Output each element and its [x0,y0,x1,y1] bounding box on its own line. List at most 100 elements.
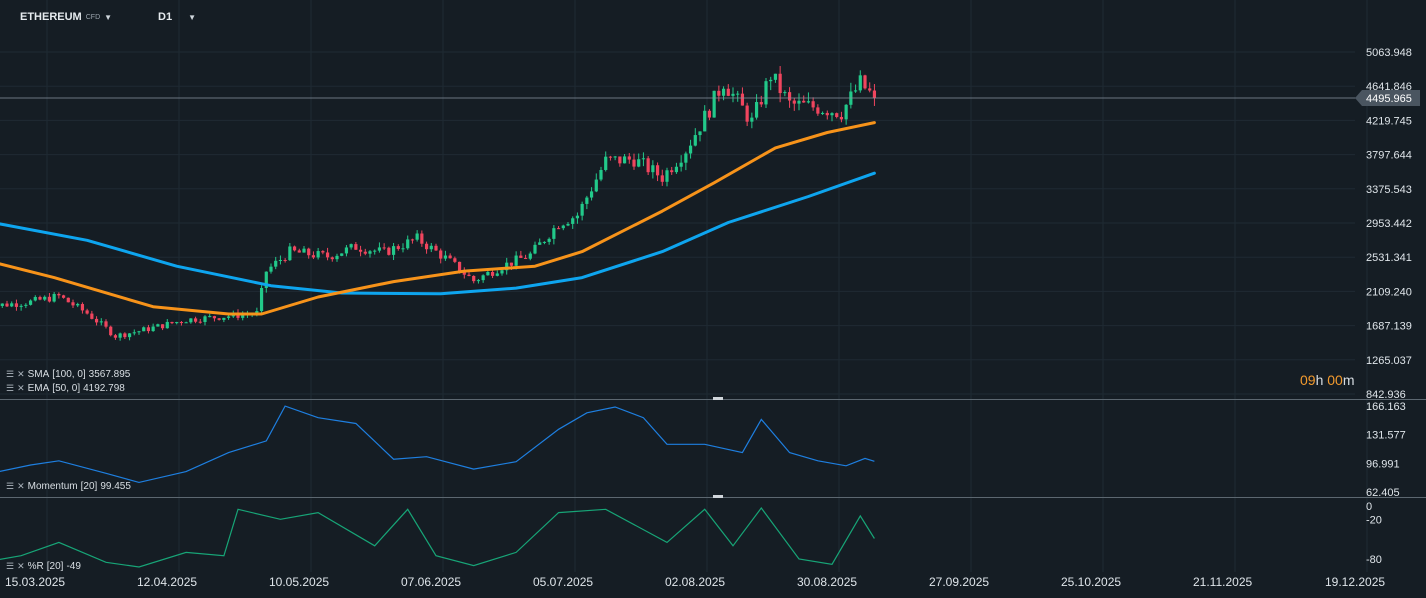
candle-body [561,225,565,229]
candle [872,84,877,106]
candle-body [429,245,433,250]
pane-resize-handle [713,397,723,400]
candle [5,300,9,308]
candle [523,254,528,260]
candle-body [424,243,429,250]
candle-body [797,100,801,104]
countdown-minutes: 00 [1327,372,1343,388]
close-icon[interactable]: ✕ [17,383,25,393]
candle [707,109,712,121]
symbol-selector[interactable]: ETHEREUM CFD ▼ [20,11,112,23]
candle-body [363,251,367,254]
candle [490,269,495,279]
candle-body [420,233,424,244]
candle-body [533,244,537,254]
candle [137,330,141,335]
settings-icon[interactable]: ☰ [6,481,15,491]
candle-body [189,318,193,323]
candle-body [24,304,28,306]
candle-body [745,105,749,122]
candle [519,250,523,259]
settings-icon[interactable]: ☰ [6,561,15,571]
candle-body [391,246,396,255]
candle [10,301,14,308]
candle-body [853,90,858,92]
candle [688,139,693,159]
candle-body [439,250,443,259]
candle-body [123,333,127,338]
candle [222,317,226,323]
x-axis-tick-label: 10.05.2025 [269,575,329,589]
settings-icon[interactable]: ☰ [6,383,15,393]
candle [387,246,391,256]
candle-body [637,159,641,167]
candle-body [688,145,693,154]
candle [19,304,23,311]
candle [52,292,56,303]
candle-body [580,203,584,216]
x-axis-tick-label: 15.03.2025 [5,575,65,589]
ema-value: 4192.798 [83,383,125,394]
candle-body [184,322,188,324]
settings-icon[interactable]: ☰ [6,369,15,379]
candle-body [632,159,636,167]
close-icon[interactable]: ✕ [17,561,25,571]
momentum-value: 99.455 [100,481,131,492]
candle-body [33,297,37,301]
candle-body [382,247,386,249]
candle [868,82,872,93]
candle [528,251,532,261]
close-icon[interactable]: ✕ [17,481,25,491]
candle-body [830,113,834,116]
candle [853,84,858,93]
candle-body [443,255,448,259]
candle [373,249,377,255]
candle-body [175,322,179,324]
candle [113,333,118,340]
candle-body [457,261,462,272]
candle-body [509,262,514,266]
candle [38,295,42,301]
candle-body [269,266,273,272]
candle [453,256,457,264]
candle [335,253,339,262]
candle [0,303,4,308]
candle-body [769,79,773,82]
candle-body [523,257,528,259]
candle [622,153,627,164]
candle-body [10,303,14,307]
candle [467,272,471,277]
candle-body [43,296,47,300]
candle [538,238,542,245]
x-axis-tick-label: 07.06.2025 [401,575,461,589]
candle [613,155,617,161]
candle-body [354,244,358,250]
candle-body [203,316,207,323]
candle-body [165,321,169,329]
close-icon[interactable]: ✕ [17,369,25,379]
candle [406,235,410,250]
candles [0,66,877,341]
countdown-m: m [1342,372,1355,388]
candle [151,323,155,332]
countdown-h: h [1315,372,1324,388]
candle [156,323,160,327]
candle [33,295,37,302]
symbol-sub-label: CFD [85,13,101,21]
candle-body [674,166,679,173]
candle [476,279,481,284]
candle [311,251,316,260]
chevron-down-icon: ▼ [188,12,196,22]
chevron-down-icon: ▼ [104,12,113,22]
timeframe-selector[interactable]: D1 ▼ [158,11,196,23]
candle [90,310,94,320]
candle [660,169,664,186]
candle-body [538,242,542,245]
candle-body [208,316,212,318]
candle [773,73,778,83]
candle [363,248,367,256]
candle-body [434,245,438,251]
candle [556,226,561,230]
candle-body [222,317,226,320]
